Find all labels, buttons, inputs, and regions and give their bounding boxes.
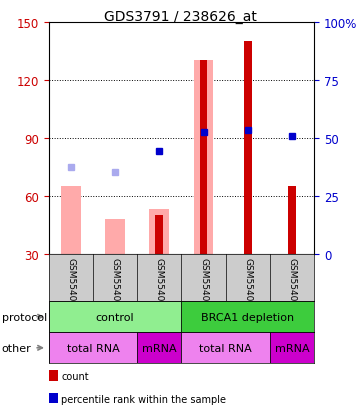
Bar xyxy=(149,210,169,254)
Bar xyxy=(49,301,182,332)
Text: total RNA: total RNA xyxy=(199,343,252,353)
Bar xyxy=(200,61,208,254)
Bar xyxy=(182,301,314,332)
Text: GSM554072: GSM554072 xyxy=(110,258,119,312)
Bar xyxy=(61,187,81,254)
Bar xyxy=(155,216,163,254)
Text: count: count xyxy=(61,371,89,381)
Text: mRNA: mRNA xyxy=(275,343,309,353)
Text: total RNA: total RNA xyxy=(66,343,119,353)
Bar xyxy=(137,332,182,363)
Bar xyxy=(182,332,270,363)
Text: GSM554075: GSM554075 xyxy=(287,258,296,313)
Text: control: control xyxy=(96,312,134,322)
Text: GSM554070: GSM554070 xyxy=(66,258,75,313)
Text: percentile rank within the sample: percentile rank within the sample xyxy=(61,394,226,404)
Bar xyxy=(244,42,252,254)
Text: BRCA1 depletion: BRCA1 depletion xyxy=(201,312,294,322)
Text: GSM554074: GSM554074 xyxy=(155,258,164,312)
Text: GSM554073: GSM554073 xyxy=(243,258,252,313)
Text: other: other xyxy=(2,343,31,353)
Text: mRNA: mRNA xyxy=(142,343,177,353)
Text: GSM554071: GSM554071 xyxy=(199,258,208,313)
Bar xyxy=(105,219,125,254)
Bar xyxy=(49,332,137,363)
Bar xyxy=(193,61,213,254)
Bar xyxy=(270,332,314,363)
Text: GDS3791 / 238626_at: GDS3791 / 238626_at xyxy=(104,10,257,24)
Bar xyxy=(288,187,296,254)
Text: protocol: protocol xyxy=(2,312,47,322)
